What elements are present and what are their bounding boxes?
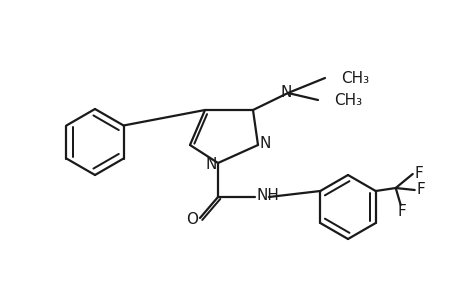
Text: N: N [280, 85, 291, 100]
Text: N: N [259, 136, 270, 151]
Text: F: F [415, 182, 424, 197]
Text: N: N [205, 157, 216, 172]
Text: CH₃: CH₃ [340, 70, 368, 86]
Text: O: O [185, 212, 197, 227]
Text: F: F [414, 166, 422, 181]
Text: CH₃: CH₃ [333, 92, 361, 107]
Text: F: F [397, 205, 405, 220]
Text: NH: NH [257, 188, 279, 203]
